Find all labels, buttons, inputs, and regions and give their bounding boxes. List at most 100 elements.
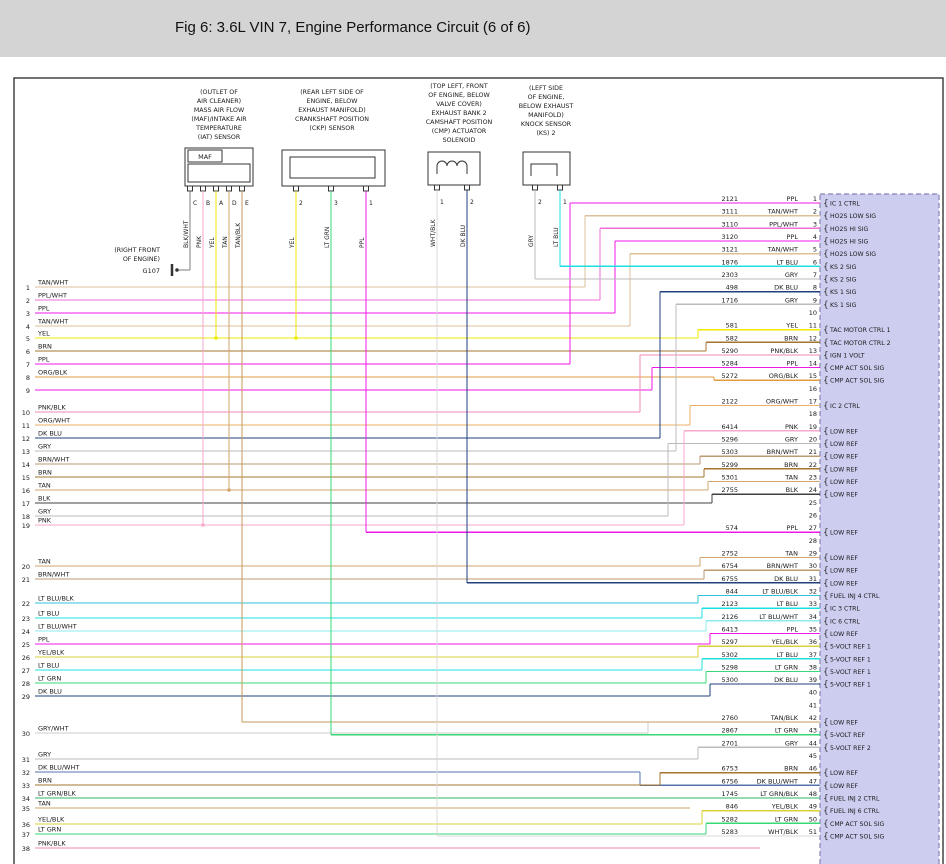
pin-signal-label: IGN 1 VOLT xyxy=(830,352,865,359)
pin-wire-color: BRN/WHT xyxy=(767,448,798,456)
left-wire-label: PNK/BLK xyxy=(38,404,66,412)
pin-wire-number: 582 xyxy=(726,334,738,342)
signal-bracket: { xyxy=(823,731,829,741)
pin-wire-number: 2755 xyxy=(721,486,738,494)
component-pin-letter: 2 xyxy=(299,200,303,207)
pin-wire-color: TAN/WHT xyxy=(767,246,798,254)
signal-bracket: { xyxy=(823,250,829,260)
pin-wire-color: LT BLU xyxy=(777,600,799,608)
component-pin-letter: D xyxy=(232,200,237,207)
pin-number: 44 xyxy=(809,739,817,747)
component-desc-line: (MAF)/INTAKE AIR xyxy=(191,116,247,123)
component-desc-line: (KS) 2 xyxy=(536,130,555,137)
pin-stub xyxy=(200,185,206,192)
left-wire-label: GRY xyxy=(38,751,51,759)
pin-stub xyxy=(532,184,538,191)
pin-wire-color: LT GRN xyxy=(775,727,798,735)
pin-wire-color: GRY xyxy=(785,436,798,444)
signal-bracket: { xyxy=(823,199,829,209)
pin-signal-label: CMP ACT SOL SIG xyxy=(830,378,885,385)
pin-wire-number: 2867 xyxy=(721,727,738,735)
left-wire-label: PPL/WHT xyxy=(38,292,67,300)
pin-signal-label: HO2S HI SIG xyxy=(830,226,869,233)
pin-wire-color: PPL xyxy=(787,625,799,633)
pin-number: 41 xyxy=(809,701,817,709)
signal-bracket: { xyxy=(823,351,829,361)
pin-wire-number: 2303 xyxy=(721,271,738,279)
left-row-number: 32 xyxy=(22,769,30,777)
pin-wire-color: LT BLU/BLK xyxy=(762,587,799,595)
component-desc-line: (TOP LEFT, FRONT xyxy=(430,83,488,90)
junction-dot xyxy=(175,268,179,272)
pin-number: 14 xyxy=(809,360,817,368)
pin-signal-label: 5-VOLT REF 2 xyxy=(830,745,871,752)
pin-wire-color: LT BLU/WHT xyxy=(759,613,798,621)
pin-signal-label: HO2S LOW SIG xyxy=(830,251,876,258)
pin-number: 31 xyxy=(809,575,817,583)
signal-bracket: { xyxy=(823,604,829,614)
signal-bracket: { xyxy=(823,718,829,728)
pin-stub xyxy=(187,185,193,192)
left-wire-label: LT GRN/BLK xyxy=(38,790,76,798)
pin-stub xyxy=(557,184,563,191)
pin-number: 38 xyxy=(809,663,817,671)
pin-number: 22 xyxy=(809,461,817,469)
component-pin-letter: 1 xyxy=(369,200,373,207)
component-desc-line: EXHAUST BANK 2 xyxy=(431,110,486,117)
pin-wire-number: 5302 xyxy=(721,651,738,659)
pin-wire-color: BRN xyxy=(784,461,798,469)
pin-signal-label: LOW REF xyxy=(830,783,858,790)
left-wire-label: YEL/BLK xyxy=(37,649,65,657)
component-desc-line: CAMSHAFT POSITION xyxy=(426,119,493,126)
pin-number: 8 xyxy=(813,284,817,292)
left-wire-label: YEL/BLK xyxy=(37,816,65,824)
pin-wire-number: 5284 xyxy=(721,360,738,368)
signal-bracket: { xyxy=(823,490,829,500)
left-row-number: 34 xyxy=(22,795,30,803)
pin-wire-number: 1876 xyxy=(721,258,738,266)
pin-number: 50 xyxy=(809,815,817,823)
left-wire-label: LT GRN xyxy=(38,826,61,834)
pin-wire-number: 5272 xyxy=(721,372,738,380)
signal-bracket: { xyxy=(823,237,829,247)
pin-wire-number: 5300 xyxy=(721,676,738,684)
left-row-number: 20 xyxy=(22,563,30,571)
pin-signal-label: FUEL INJ 4 CTRL xyxy=(830,593,880,600)
left-wire-label: TAN/WHT xyxy=(37,318,68,326)
signal-bracket: { xyxy=(823,326,829,336)
pin-wire-number: 2122 xyxy=(721,398,738,406)
left-wire-label: LT GRN xyxy=(38,675,61,683)
component-pin-label: LT GRN xyxy=(324,227,331,248)
pin-signal-label: 5-VOLT REF xyxy=(830,732,865,739)
pin-number: 19 xyxy=(809,423,817,431)
pin-wire-number: 5298 xyxy=(721,663,738,671)
left-wire-label: TAN xyxy=(37,800,51,808)
pin-signal-label: IC 6 CTRL xyxy=(830,618,860,625)
pin-wire-color: PNK xyxy=(785,423,799,431)
signal-bracket: { xyxy=(823,667,829,677)
ckp-sensor-inner xyxy=(289,156,376,179)
pin-number: 47 xyxy=(809,777,817,785)
pin-wire-color: PNK/BLK xyxy=(770,347,798,355)
left-wire-label: BRN xyxy=(38,469,52,477)
pin-wire-number: 6756 xyxy=(721,777,738,785)
signal-bracket: { xyxy=(823,452,829,462)
pin-number: 5 xyxy=(813,246,817,254)
pin-wire-color: PPL xyxy=(787,233,799,241)
pin-stub xyxy=(464,184,470,191)
left-wire-label: BRN/WHT xyxy=(38,456,69,464)
pin-wire-color: GRY xyxy=(785,271,798,279)
pin-wire-number: 5296 xyxy=(721,436,738,444)
component-desc-line: (LEFT SIDE xyxy=(529,85,563,92)
pin-wire-color: ORG/WHT xyxy=(766,398,798,406)
pin-wire-number: 1716 xyxy=(721,296,738,304)
left-row-number: 11 xyxy=(22,422,30,430)
component-pin-label: YEL xyxy=(209,237,216,249)
pin-wire-number: 3121 xyxy=(721,246,738,254)
left-row-number: 25 xyxy=(22,641,30,649)
pin-wire-color: TAN/BLK xyxy=(770,714,799,722)
component-pin-letter: 1 xyxy=(440,199,444,206)
pin-wire-number: 6414 xyxy=(721,423,738,431)
left-row-number: 19 xyxy=(22,522,30,530)
